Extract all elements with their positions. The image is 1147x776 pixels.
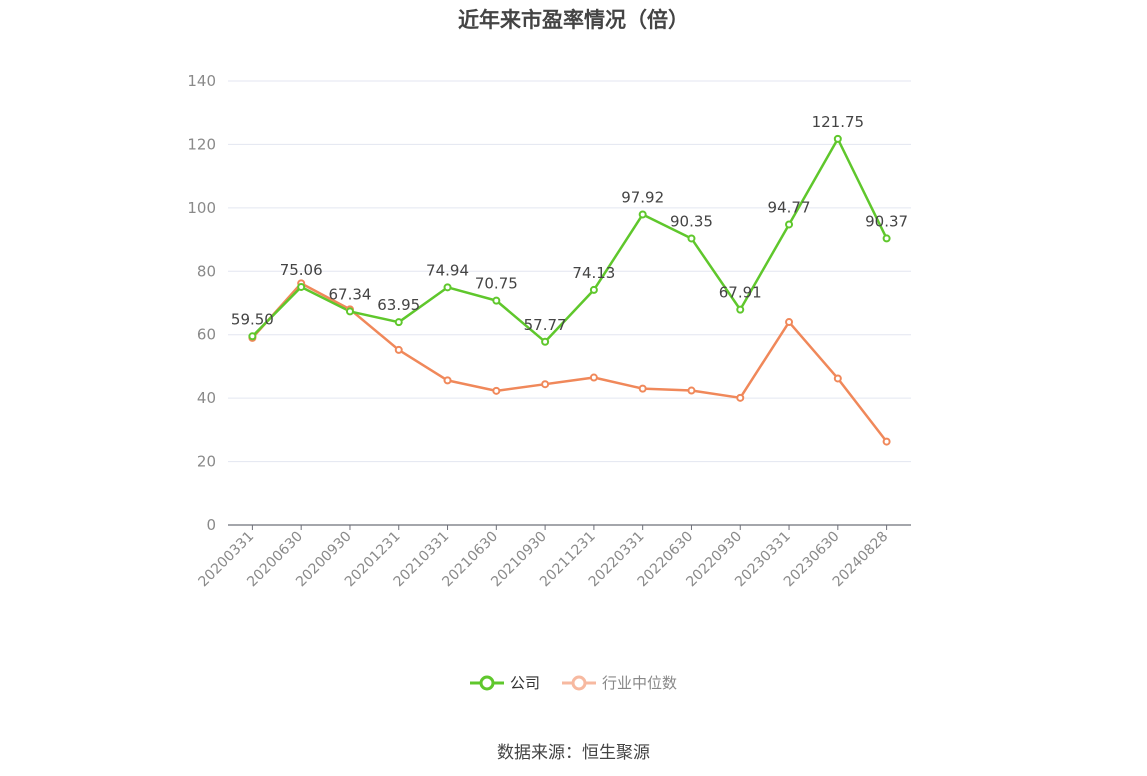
company-data-label: 90.35 — [670, 212, 713, 230]
industry-point[interactable] — [785, 318, 794, 327]
industry-point[interactable] — [394, 345, 403, 354]
company-data-label: 57.77 — [524, 316, 567, 334]
industry-point[interactable] — [882, 437, 891, 446]
data-source: 数据来源：恒生聚源 — [497, 743, 650, 763]
legend-label-industry: 行业中位数 — [602, 674, 678, 692]
legend: 公司 行业中位数 — [0, 672, 1147, 693]
industry-point[interactable] — [687, 386, 696, 395]
y-axis: 0 20 40 60 80 100 120 140 — [187, 72, 216, 534]
y-tick-label: 100 — [187, 199, 216, 217]
company-data-label: 63.95 — [377, 296, 420, 314]
industry-point[interactable] — [736, 393, 745, 402]
company-data-label: 59.50 — [231, 310, 274, 328]
series-points — [248, 134, 891, 446]
company-point[interactable] — [589, 285, 598, 294]
company-data-label: 97.92 — [621, 188, 664, 206]
company-point[interactable] — [394, 318, 403, 327]
industry-point[interactable] — [638, 384, 647, 393]
y-tick-label: 0 — [206, 516, 216, 534]
company-point[interactable] — [882, 234, 891, 243]
industry-point[interactable] — [541, 380, 550, 389]
company-data-label: 74.13 — [572, 264, 615, 282]
company-point[interactable] — [443, 283, 452, 292]
y-tick-label: 20 — [197, 453, 216, 471]
company-point[interactable] — [345, 307, 354, 316]
company-point[interactable] — [785, 220, 794, 229]
company-data-label: 67.34 — [328, 285, 371, 303]
company-point[interactable] — [492, 296, 501, 305]
company-point[interactable] — [297, 282, 306, 291]
industry-point[interactable] — [589, 373, 598, 382]
y-tick-label: 80 — [197, 262, 216, 280]
series-lines — [251, 137, 888, 443]
company-data-label: 121.75 — [812, 113, 865, 131]
company-data-label: 90.37 — [865, 212, 908, 230]
legend-item-industry[interactable]: 行业中位数 — [562, 672, 677, 693]
y-tick-label: 140 — [187, 72, 216, 90]
company-data-label: 74.94 — [426, 261, 469, 279]
legend-item-company[interactable]: 公司 — [469, 672, 540, 693]
company-point[interactable] — [687, 234, 696, 243]
industry-series-line — [251, 282, 888, 443]
chart-title: 近年来市盈率情况（倍） — [458, 8, 689, 32]
data-labels: 59.50 75.06 67.34 63.95 74.94 70.75 57.77 74.13… — [231, 113, 908, 334]
company-point[interactable] — [541, 337, 550, 346]
industry-point[interactable] — [492, 386, 501, 395]
company-point[interactable] — [833, 134, 842, 143]
grid-lines — [228, 80, 911, 463]
legend-label-company: 公司 — [509, 674, 540, 692]
company-data-label: 94.77 — [768, 198, 811, 216]
y-tick-label: 120 — [187, 135, 216, 153]
company-point[interactable] — [638, 210, 647, 219]
industry-line-icon — [562, 675, 596, 690]
industry-point[interactable] — [833, 374, 842, 383]
y-tick-label: 40 — [197, 389, 216, 407]
company-point[interactable] — [736, 305, 745, 314]
company-data-label: 75.06 — [280, 261, 323, 279]
company-point[interactable] — [248, 332, 257, 341]
x-axis: 2020033120200630202009302020123120210331… — [196, 524, 911, 590]
company-line-icon — [469, 675, 504, 690]
y-tick-label: 60 — [197, 326, 216, 344]
company-data-label: 70.75 — [475, 275, 518, 293]
industry-point[interactable] — [443, 376, 452, 385]
pe-ratio-line-chart: 0 20 40 60 80 100 120 140 202003312020063020200… — [187, 72, 911, 590]
company-data-label: 67.91 — [719, 284, 762, 302]
company-series-line — [251, 137, 888, 344]
